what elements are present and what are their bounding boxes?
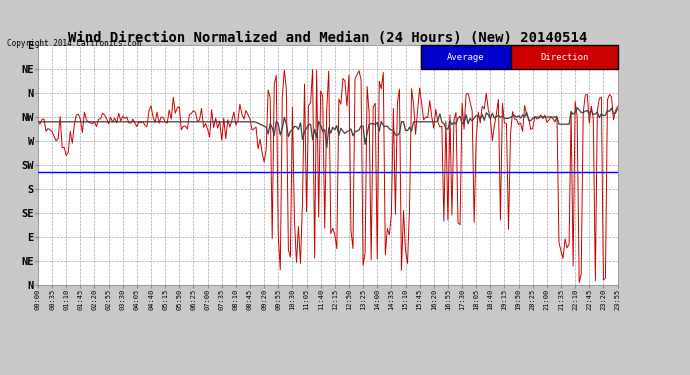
Text: Direction: Direction: [540, 53, 589, 62]
Text: Average: Average: [447, 53, 484, 62]
Text: Copyright 2014 Cartronics.com: Copyright 2014 Cartronics.com: [7, 39, 141, 48]
Title: Wind Direction Normalized and Median (24 Hours) (New) 20140514: Wind Direction Normalized and Median (24…: [68, 31, 587, 45]
